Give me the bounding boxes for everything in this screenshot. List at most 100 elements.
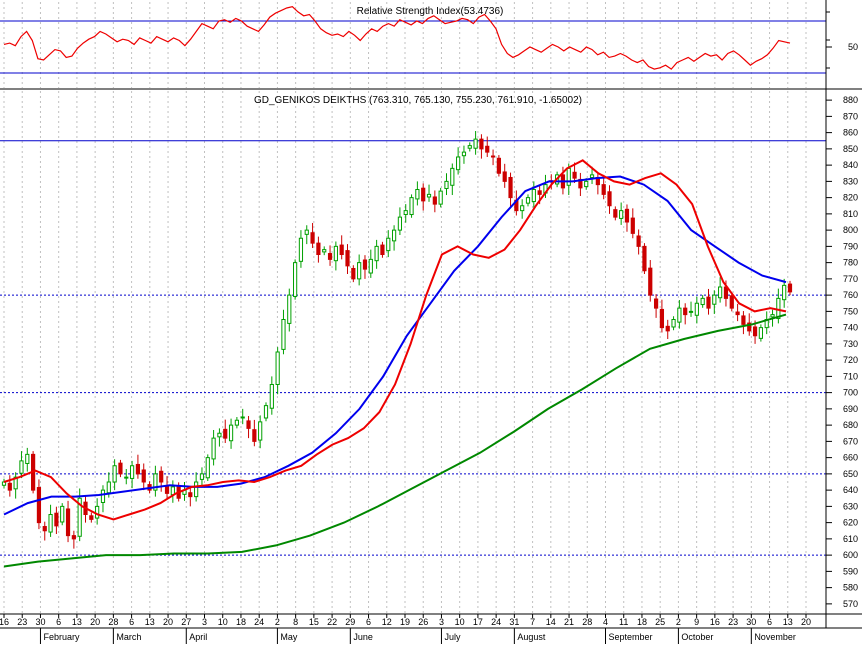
month-label: November — [754, 632, 796, 642]
moving-average-fast-line — [3, 159, 787, 521]
x-tick-label: 13 — [145, 617, 155, 627]
candle — [485, 136, 490, 157]
candle — [269, 376, 274, 415]
candle — [735, 303, 740, 322]
candle — [525, 194, 531, 207]
candle — [403, 204, 408, 223]
candle — [275, 347, 280, 395]
price-tick-label: 790 — [843, 241, 858, 251]
month-label: May — [280, 632, 298, 642]
candle — [712, 290, 717, 314]
price-tick-label: 680 — [843, 420, 858, 430]
candle — [1, 478, 7, 489]
candle — [706, 288, 711, 315]
price-tick-label: 820 — [843, 193, 858, 203]
x-tick-label: 3 — [202, 617, 207, 627]
rsi-tick-label: 50 — [848, 42, 858, 52]
candle — [572, 162, 577, 183]
x-tick-label: 24 — [254, 617, 264, 627]
candle — [65, 500, 71, 543]
month-label: June — [353, 632, 373, 642]
price-tick-label: 710 — [843, 371, 858, 381]
candle — [333, 241, 338, 271]
candle — [188, 487, 193, 507]
candle — [281, 309, 286, 355]
x-tick-label: 25 — [655, 617, 665, 627]
price-tick-label: 640 — [843, 485, 858, 495]
price-tick-label: 590 — [843, 566, 858, 576]
x-tick-label: 9 — [694, 617, 699, 627]
candle — [36, 479, 42, 530]
price-tick-label: 630 — [843, 501, 858, 511]
candle — [118, 459, 123, 478]
candle — [60, 503, 65, 526]
candle — [694, 296, 699, 324]
moving-average-slow-line — [3, 313, 787, 568]
candle — [409, 194, 414, 218]
candle — [677, 300, 682, 329]
x-tick-label: 16 — [710, 617, 720, 627]
candle — [153, 465, 158, 497]
price-tick-label: 810 — [843, 209, 858, 219]
x-tick-label: 17 — [473, 617, 483, 627]
x-tick-label: 13 — [783, 617, 793, 627]
candle — [54, 506, 59, 534]
candle — [159, 466, 164, 492]
candle — [7, 475, 12, 497]
price-tick-label: 580 — [843, 583, 858, 593]
candle — [636, 229, 641, 255]
price-tick-label: 700 — [843, 388, 858, 398]
x-tick-label: 13 — [72, 617, 82, 627]
candle — [508, 172, 513, 208]
candle — [13, 472, 18, 499]
candle — [619, 202, 624, 225]
x-tick-label: 23 — [728, 617, 738, 627]
x-tick-label: 20 — [801, 617, 811, 627]
candle — [758, 324, 763, 342]
candle — [648, 260, 653, 302]
price-tick-label: 860 — [843, 128, 858, 138]
x-tick-label: 2 — [676, 617, 681, 627]
candle — [531, 181, 536, 209]
price-tick-label: 720 — [843, 355, 858, 365]
moving-average-mid-line — [3, 175, 787, 516]
candle — [327, 245, 333, 266]
x-tick-label: 21 — [564, 617, 574, 627]
x-tick-label: 6 — [129, 617, 134, 627]
price-title: GD_GENIKOS DEIKTHS (763.310, 765.130, 75… — [254, 95, 582, 106]
candle — [729, 292, 734, 312]
x-tick-label: 28 — [108, 617, 118, 627]
price-tick-label: 770 — [843, 274, 858, 284]
candle — [456, 147, 461, 175]
price-panel: GD_GENIKOS DEIKTHS (763.310, 765.130, 75… — [0, 91, 858, 613]
price-tick-label: 760 — [843, 290, 858, 300]
candle — [48, 504, 53, 537]
x-tick-label: 16 — [0, 617, 9, 627]
candle — [287, 288, 292, 332]
candle — [223, 419, 228, 443]
candle — [374, 239, 379, 269]
x-tick-label: 22 — [327, 617, 337, 627]
x-tick-label: 26 — [418, 617, 428, 627]
candle — [473, 131, 478, 155]
x-tick-label: 29 — [345, 617, 355, 627]
x-axis: 16 23 30 6 13 20 28 6 13 20 27 3 10 18 24 2 8 15 22 29 6 12 19… — [0, 613, 862, 644]
candle — [211, 430, 216, 466]
price-tick-label: 840 — [843, 160, 858, 170]
price-tick-label: 650 — [843, 469, 858, 479]
candle — [322, 246, 327, 256]
x-tick-label: 8 — [293, 617, 298, 627]
candle — [252, 419, 257, 447]
month-label: August — [517, 632, 546, 642]
x-tick-label: 10 — [455, 617, 465, 627]
candle — [490, 149, 496, 166]
x-tick-label: 6 — [366, 617, 371, 627]
candle — [293, 259, 298, 300]
candle — [589, 166, 595, 184]
price-tick-label: 880 — [843, 95, 858, 105]
x-tick-label: 24 — [491, 617, 501, 627]
candle — [444, 173, 449, 196]
candle — [100, 485, 106, 513]
